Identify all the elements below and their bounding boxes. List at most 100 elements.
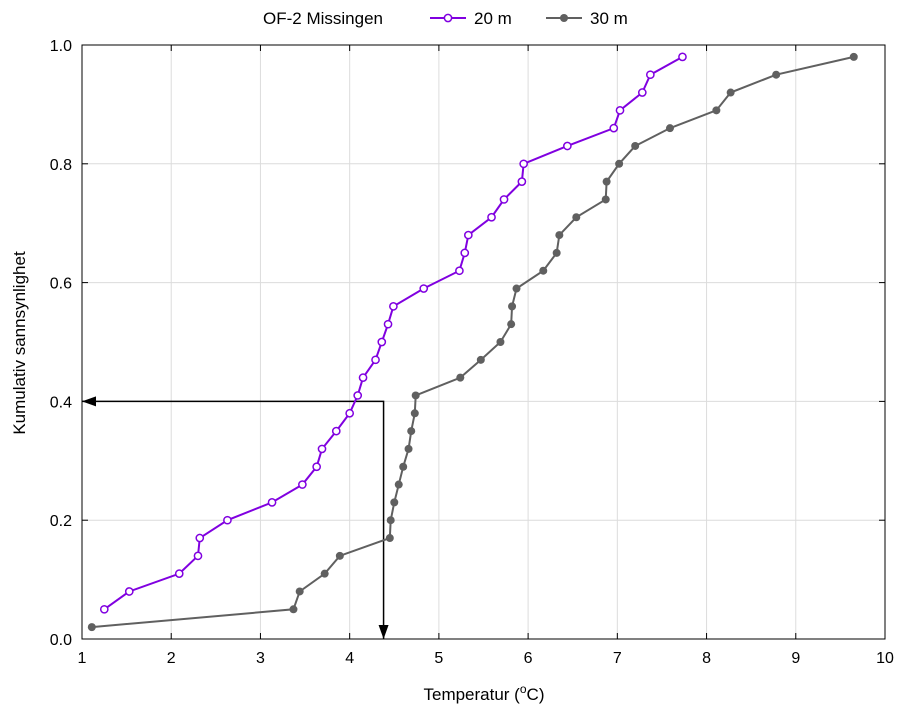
data-point [386, 516, 395, 525]
legend-title: OF-2 Missingen [263, 9, 383, 28]
series-layer [87, 52, 858, 632]
data-point [508, 302, 517, 311]
annotation-arrowhead [82, 396, 96, 407]
data-point [331, 426, 341, 436]
y-axis-label: Kumulativ sannsynlighet [10, 251, 29, 435]
series-0 [99, 52, 687, 614]
data-point [496, 338, 505, 346]
x-axis-label-unit: C) [527, 685, 545, 704]
data-point [389, 302, 398, 311]
data-point [419, 284, 429, 293]
data-point [602, 177, 611, 186]
x-tick-label: 4 [345, 650, 354, 667]
ticks: 1 2 3 4 5 6 7 8 9 10 0.0 0.2 0.4 0.6 0.8 1.0 [50, 38, 894, 667]
x-tick-label: 2 [167, 650, 176, 667]
data-point [499, 195, 509, 204]
data-point [394, 480, 403, 489]
data-point [645, 70, 655, 80]
y-tick-label: 1.0 [50, 38, 72, 55]
x-axis-label-superscript: o [520, 682, 527, 696]
data-point [456, 373, 465, 382]
plot-frame [81, 44, 886, 640]
data-point [712, 106, 721, 115]
data-point [295, 587, 304, 596]
x-tick-label: 3 [256, 650, 265, 667]
data-point [407, 427, 416, 436]
data-point [487, 212, 496, 222]
annotation-layer [82, 396, 389, 639]
y-tick-label: 0.4 [50, 394, 72, 411]
data-point [460, 248, 470, 258]
legend: OF-2 Missingen 20 m 30 m [263, 9, 628, 28]
data-point [193, 551, 203, 561]
data-point [410, 409, 419, 418]
data-point [320, 569, 329, 578]
data-point [377, 337, 387, 347]
data-point [555, 231, 564, 240]
x-tick-label: 9 [791, 650, 800, 667]
y-tick-label: 0.6 [50, 276, 72, 293]
data-point [572, 213, 581, 222]
data-point [195, 533, 205, 543]
data-point [512, 284, 521, 293]
data-point [411, 391, 420, 400]
y-tick-label: 0.2 [50, 513, 72, 530]
x-tick-label: 8 [702, 650, 711, 667]
data-point [463, 230, 473, 240]
data-point [345, 408, 355, 418]
data-point [383, 319, 393, 329]
data-point [631, 141, 640, 150]
series-line [103, 56, 683, 611]
data-point [124, 587, 134, 596]
data-point [519, 159, 529, 169]
data-point [507, 320, 516, 329]
data-point [678, 52, 687, 62]
y-tick-label: 0.8 [50, 157, 72, 174]
data-point [615, 159, 624, 168]
x-axis-label: Temperatur (oC) [423, 682, 544, 704]
legend-label-20m: 20 m [474, 9, 512, 28]
data-point [87, 623, 96, 632]
data-point [385, 534, 394, 543]
data-point [267, 498, 277, 507]
x-tick-label: 5 [434, 650, 443, 667]
data-point [517, 177, 527, 186]
x-tick-label: 1 [78, 650, 87, 667]
data-point [476, 355, 485, 364]
data-point [298, 480, 307, 489]
data-point [665, 124, 674, 133]
data-point [353, 391, 363, 400]
data-point [552, 248, 561, 257]
data-point [615, 105, 625, 115]
legend-marker-30m [560, 14, 568, 22]
data-point [390, 498, 399, 507]
legend-label-30m: 30 m [590, 9, 628, 28]
plot-area-border [81, 44, 886, 640]
legend-marker-20m [443, 13, 453, 23]
data-point [335, 551, 344, 560]
data-point [358, 373, 368, 382]
data-point [223, 515, 232, 525]
data-point [609, 123, 619, 133]
x-tick-label: 10 [876, 650, 894, 667]
series-1 [87, 52, 858, 632]
legend-entry-20m: 20 m [430, 9, 512, 28]
data-point [99, 604, 109, 614]
x-tick-label: 7 [613, 650, 622, 667]
data-point [772, 70, 781, 79]
data-point [289, 605, 298, 614]
data-point [601, 195, 610, 204]
data-point [726, 88, 735, 97]
x-tick-label: 6 [524, 650, 533, 667]
data-point [404, 444, 413, 453]
data-point [637, 88, 647, 97]
data-point [174, 569, 184, 579]
data-point [312, 462, 322, 472]
series-line [91, 55, 854, 629]
x-axis-label-main: Temperatur ( [423, 685, 520, 704]
annotation-arrowhead [378, 625, 389, 639]
legend-entry-30m: 30 m [546, 9, 628, 28]
data-point [455, 266, 464, 276]
annotation-arrow-path [82, 400, 385, 639]
